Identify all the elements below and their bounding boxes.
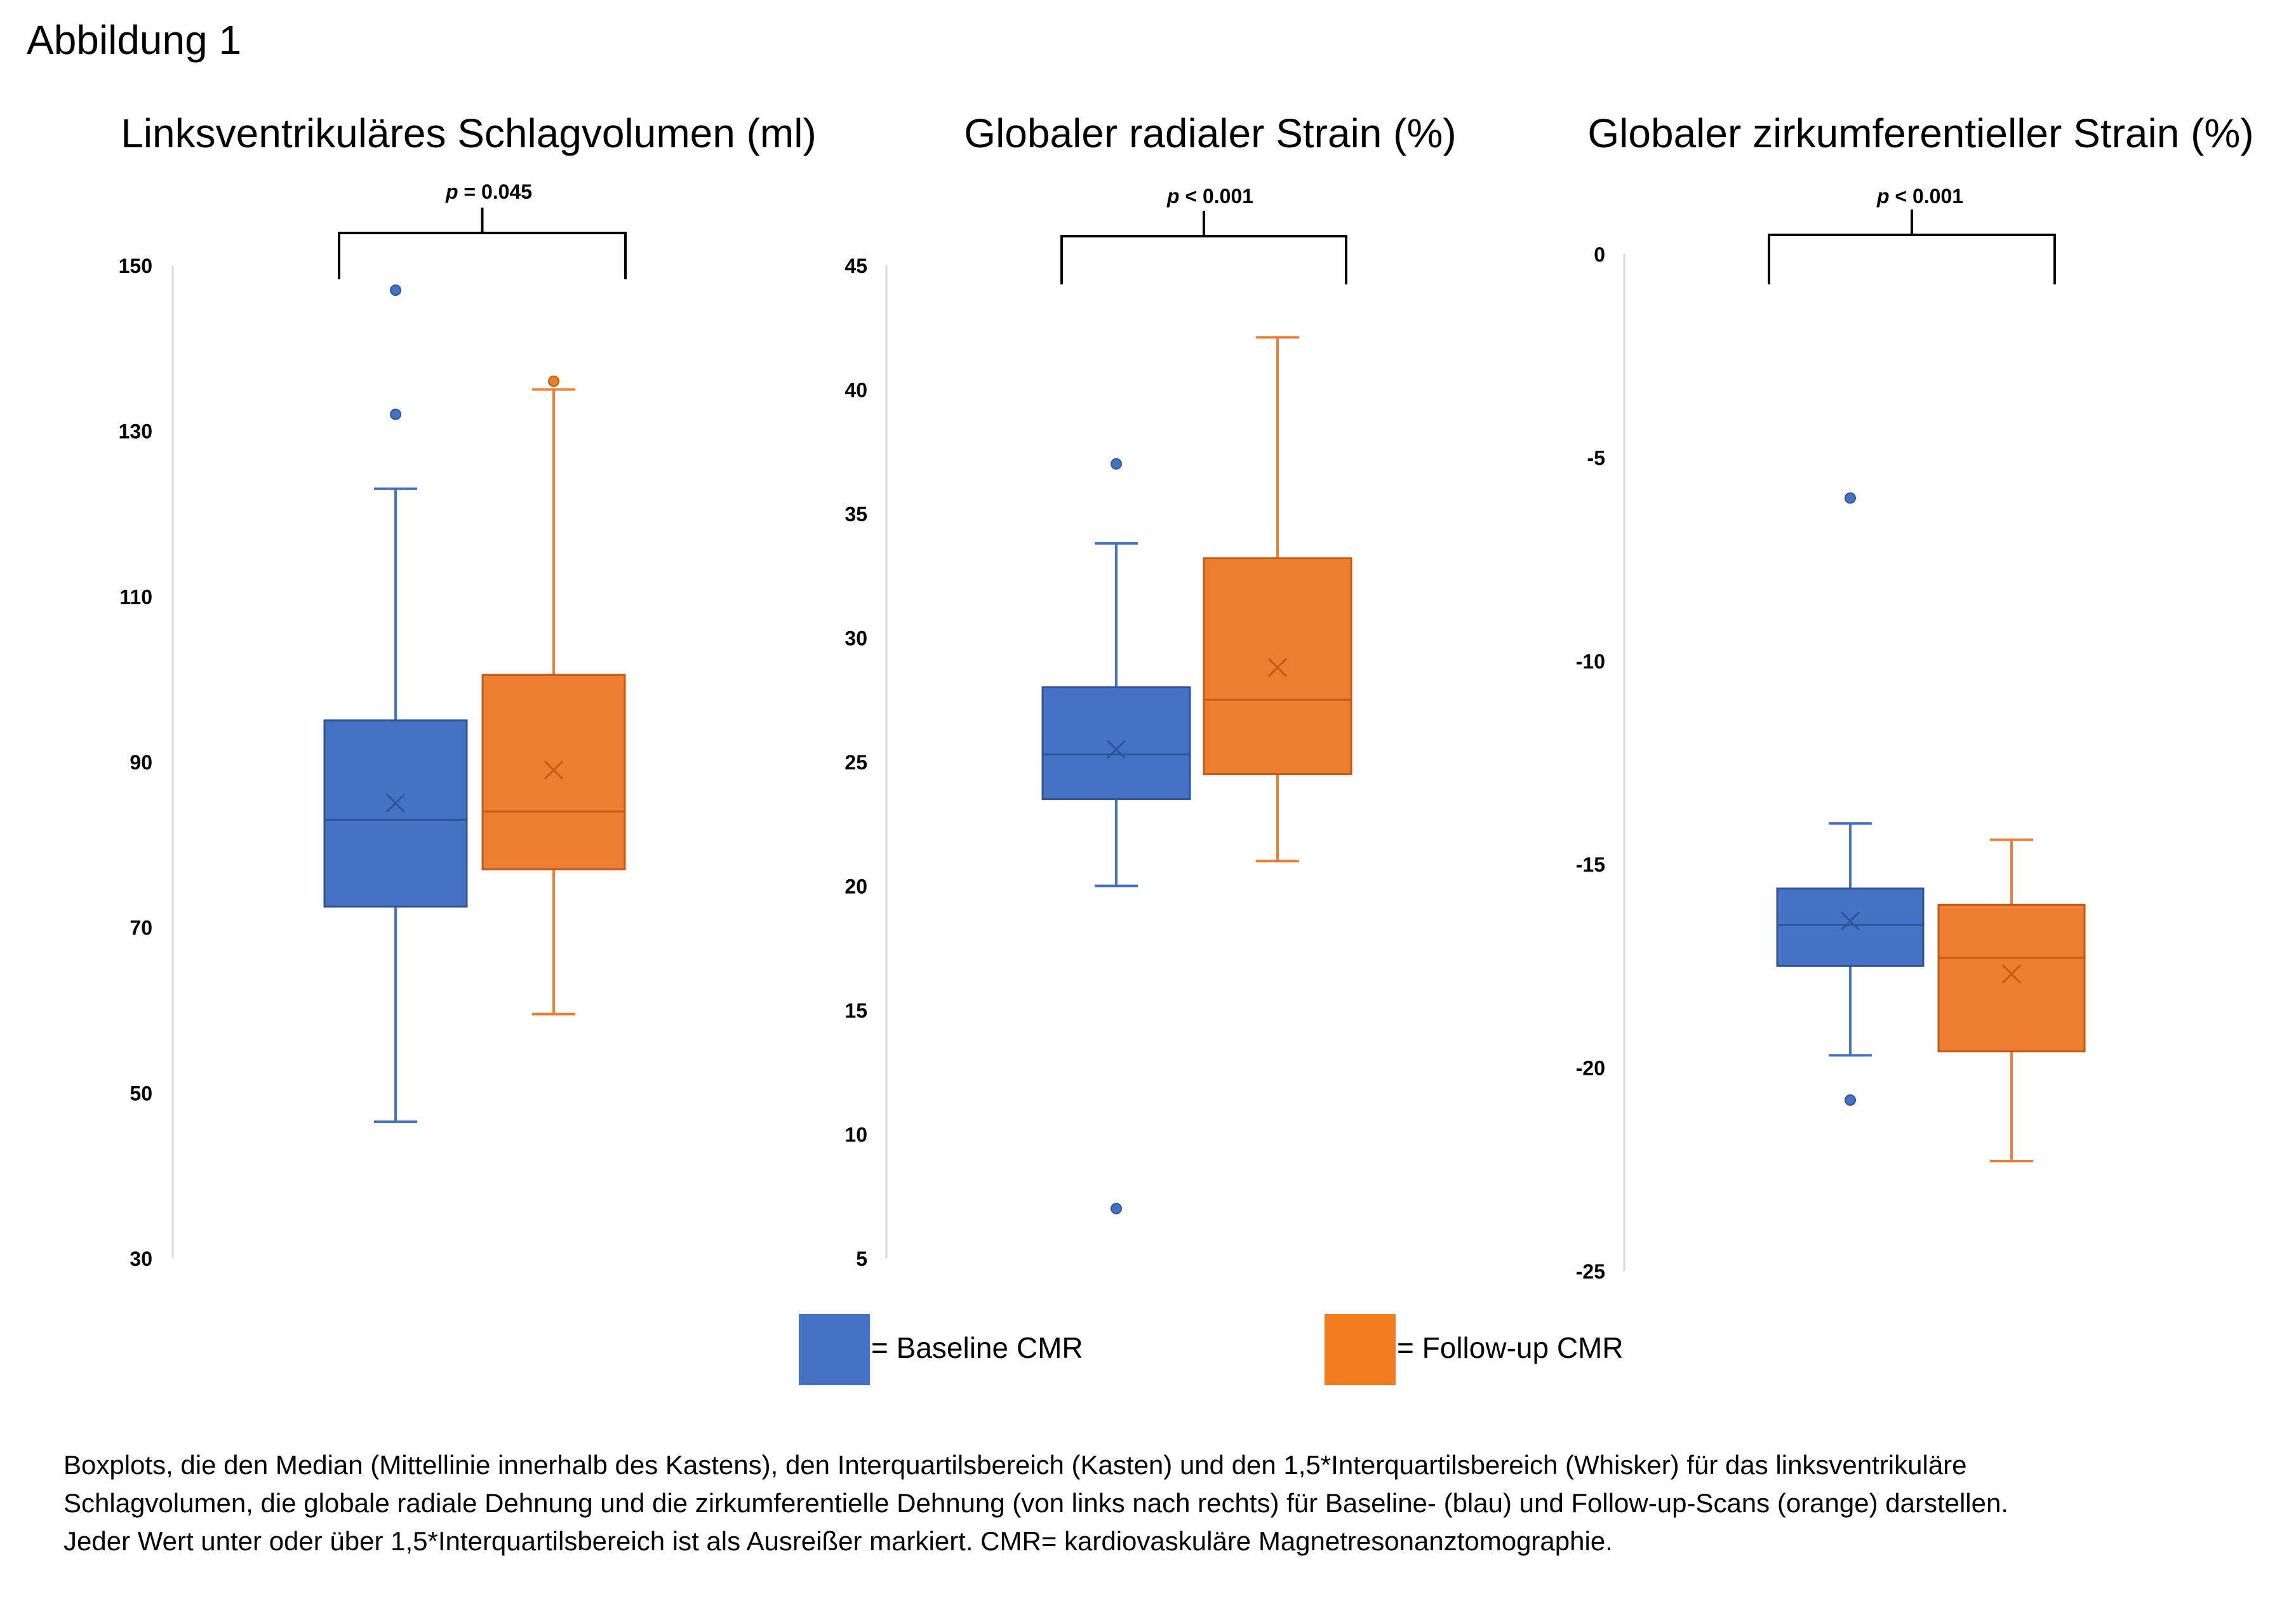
p-value-label: p < 0.001 <box>1876 185 1963 208</box>
mean-marker-followup <box>544 760 564 780</box>
y-tick-label: 40 <box>844 379 867 402</box>
mean-marker-followup <box>1267 658 1288 677</box>
box-baseline <box>1776 887 1925 967</box>
mean-marker-stroke <box>385 794 406 813</box>
outlier-point-baseline <box>1111 1202 1122 1214</box>
y-tick-label: 10 <box>844 1124 867 1146</box>
box-followup <box>1937 903 2086 1053</box>
outlier-point-baseline <box>1111 458 1122 470</box>
y-tick-label: 35 <box>844 503 867 526</box>
y-tick-label: 110 <box>119 585 152 608</box>
y-tick-label: 90 <box>130 751 152 774</box>
y-tick-label: 20 <box>844 875 867 898</box>
mean-marker-stroke <box>2001 964 2022 984</box>
mean-marker-stroke <box>1840 911 1860 931</box>
significance-bracket <box>1060 235 1347 284</box>
chart-title: Globaler radialer Strain (%) <box>964 110 1456 156</box>
mean-marker-stroke <box>1267 658 1288 677</box>
caption-line: Boxplots, die den Median (Mittellinie in… <box>63 1450 1967 1480</box>
chart-panel: Globaler zirkumferentieller Strain (%) 0 -… <box>1576 110 2254 1283</box>
figure-label: Abbildung 1 <box>27 17 242 63</box>
significance-bracket <box>338 232 627 279</box>
y-tick-label: 50 <box>130 1082 152 1105</box>
box-followup <box>481 674 626 870</box>
y-tick-label: -15 <box>1576 853 1605 876</box>
chart-title: Globaler zirkumferentieller Strain (%) <box>1587 110 2253 156</box>
y-tick-label: 150 <box>119 255 152 277</box>
y-tick-label: 30 <box>130 1247 152 1270</box>
mean-marker-baseline <box>1106 740 1126 759</box>
box-baseline <box>323 719 468 908</box>
y-tick-label: 25 <box>844 751 867 774</box>
chart-title: Linksventrikuläres Schlagvolumen (ml) <box>121 110 817 156</box>
y-tick-label: 70 <box>130 917 152 940</box>
outlier-point-followup <box>548 375 559 387</box>
outlier-point-baseline <box>1845 492 1856 504</box>
mean-marker-followup <box>2001 964 2022 984</box>
y-tick-label: 30 <box>844 627 867 650</box>
mean-marker-stroke <box>544 760 564 780</box>
significance-bracket <box>1768 234 2056 284</box>
figure-caption: Boxplots, die den Median (Mittellinie in… <box>63 1446 2248 1560</box>
mean-marker-baseline <box>385 794 406 813</box>
outlier-point-baseline <box>1845 1094 1856 1106</box>
y-tick-label: -20 <box>1576 1057 1605 1080</box>
box-baseline <box>1041 686 1191 801</box>
chart-panel: Linksventrikuläres Schlagvolumen (ml) 150… <box>119 110 817 1270</box>
y-tick-label: 130 <box>119 420 152 443</box>
caption-line: Schlagvolumen, die globale radiale Dehnu… <box>63 1488 2009 1518</box>
outlier-point-baseline <box>390 408 401 420</box>
p-value-label: p < 0.001 <box>1166 185 1253 208</box>
y-tick-label: -25 <box>1576 1260 1605 1283</box>
p-value-label: p = 0.045 <box>445 180 532 203</box>
y-tick-label: 45 <box>844 255 867 277</box>
y-tick-label: -5 <box>1587 446 1605 469</box>
caption-line: Jeder Wert unter oder über 1,5*Interquar… <box>63 1526 1613 1556</box>
mean-marker-baseline <box>1840 911 1860 931</box>
y-tick-label: -10 <box>1576 650 1605 673</box>
y-tick-label: 0 <box>1594 243 1605 266</box>
outlier-point-baseline <box>390 284 401 296</box>
y-tick-label: 15 <box>844 999 867 1022</box>
mean-marker-stroke <box>1106 740 1126 759</box>
chart-panel: Globaler radialer Strain (%) 45 40 35 30 25 20… <box>844 110 1456 1270</box>
y-tick-label: 5 <box>856 1247 867 1270</box>
